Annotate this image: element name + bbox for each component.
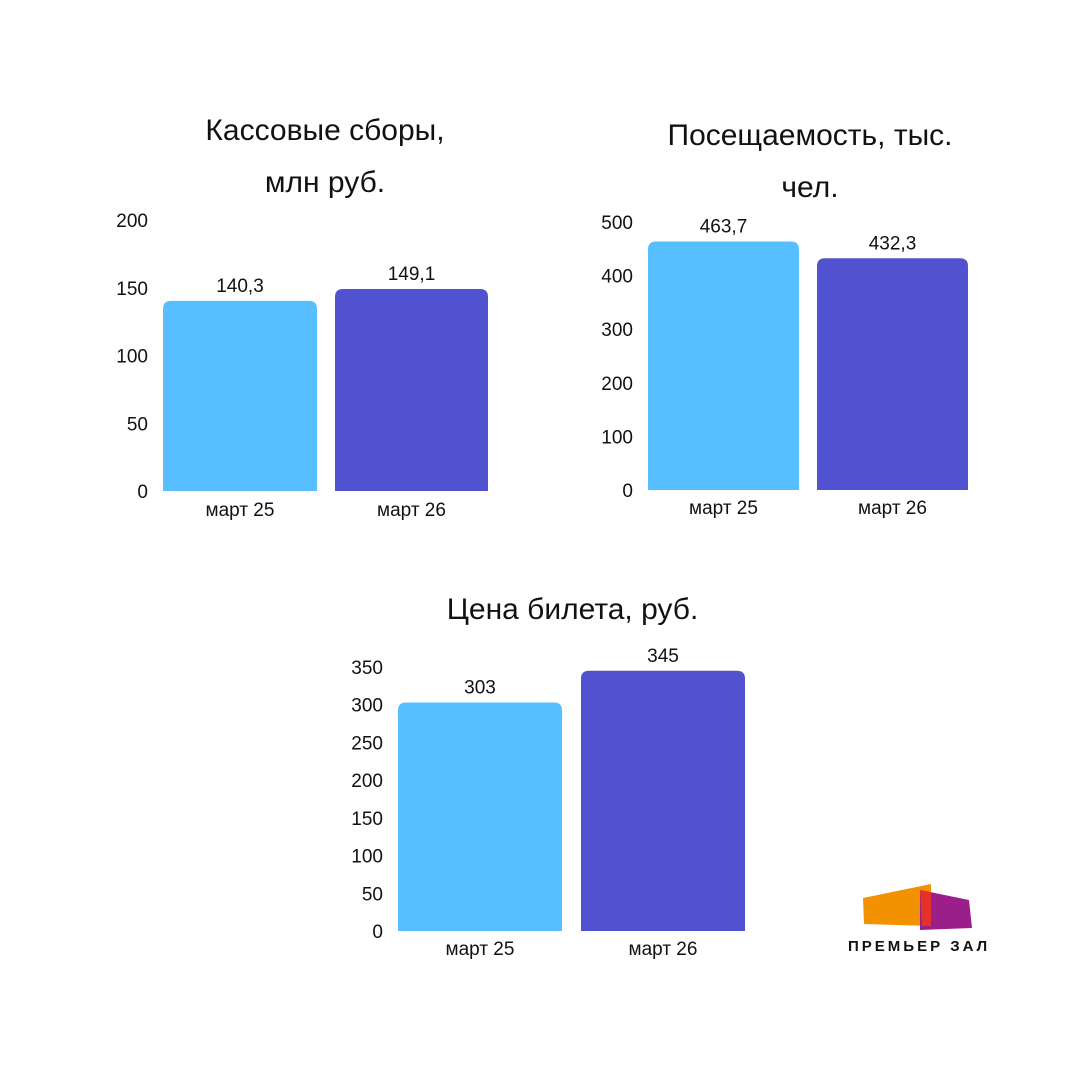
y-tick-label: 100	[601, 427, 633, 448]
y-tick-label: 0	[372, 922, 383, 943]
chart-title-line: чел.	[781, 171, 839, 204]
y-tick-label: 400	[601, 267, 633, 288]
logo-orange-shape	[863, 884, 931, 926]
bar-mar26	[581, 670, 745, 931]
y-tick-label: 50	[362, 884, 383, 905]
logo-red-overlap	[920, 890, 931, 926]
chart-title-box-office: Кассовые сборы, млн руб.	[150, 105, 500, 209]
brand-name: ПРЕМЬЕР ЗАЛ	[848, 938, 991, 955]
bar-mar25	[398, 702, 562, 931]
y-tick-label: 350	[351, 658, 383, 679]
chart-title-line: млн руб.	[264, 166, 386, 199]
bar-value-label: 149,1	[388, 264, 436, 285]
y-tick-label: 150	[351, 809, 383, 830]
y-tick-label: 200	[351, 771, 383, 792]
y-tick-label: 100	[351, 847, 383, 868]
bar-mar25	[163, 300, 317, 491]
y-tick-label: 150	[116, 279, 148, 300]
y-tick-label: 500	[601, 213, 633, 234]
y-tick-label: 300	[601, 320, 633, 341]
bar-value-label: 432,3	[869, 233, 917, 254]
bar-mar26	[335, 288, 488, 491]
chart-title-line: Цена билета, руб.	[446, 593, 699, 626]
x-category-label: март 25	[206, 500, 275, 521]
premier-zal-logo-icon	[863, 884, 972, 930]
bar-value-label: 463,7	[700, 216, 748, 237]
bar-mar25	[648, 241, 799, 490]
y-tick-label: 300	[351, 696, 383, 717]
bar-value-label: 303	[464, 677, 496, 698]
y-tick-label: 0	[137, 482, 148, 503]
chart-title-line: Посещаемость, тыс.	[667, 119, 953, 152]
x-category-label: март 26	[377, 500, 446, 521]
chart-title-line: Кассовые сборы,	[205, 114, 445, 147]
y-tick-label: 0	[622, 481, 633, 502]
y-tick-label: 50	[127, 414, 148, 435]
bar-value-label: 345	[647, 646, 679, 667]
x-category-label: март 26	[858, 498, 927, 519]
y-tick-label: 200	[116, 211, 148, 232]
bar-mar26	[817, 258, 968, 490]
x-category-label: март 26	[629, 939, 698, 960]
y-tick-label: 250	[351, 733, 383, 754]
x-category-label: март 25	[689, 498, 758, 519]
bar-value-label: 140,3	[216, 276, 264, 297]
x-category-label: март 25	[446, 939, 515, 960]
chart-title-ticket-price: Цена билета, руб.	[380, 584, 765, 636]
y-tick-label: 100	[116, 347, 148, 368]
logo-purple-shape	[920, 890, 972, 930]
y-tick-label: 200	[601, 374, 633, 395]
chart-title-attendance: Посещаемость, тыс. чел.	[630, 110, 990, 214]
